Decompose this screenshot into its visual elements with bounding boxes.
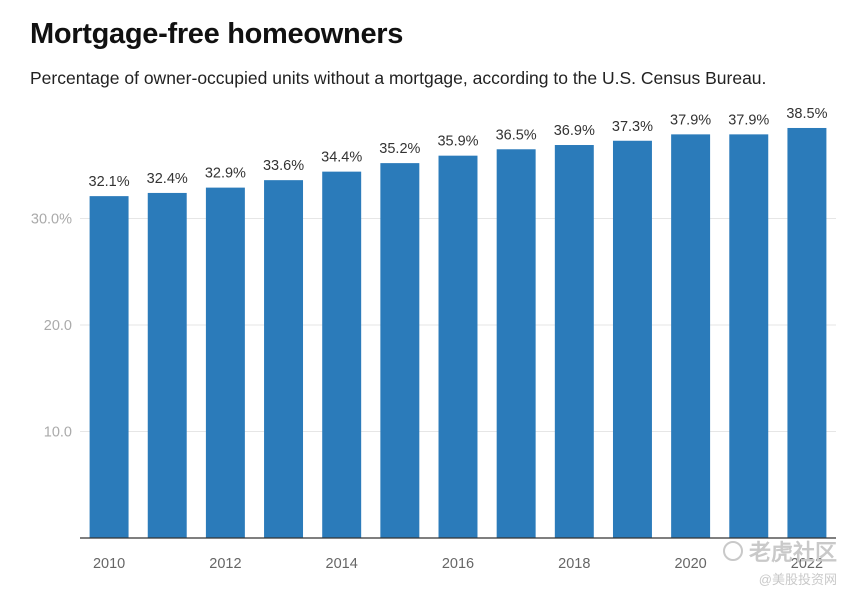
data-label-2022: 38.5% [786,106,827,122]
y-tick-label: 10.0 [44,425,72,441]
x-tick-label: 2020 [674,556,706,572]
bars [89,127,827,539]
watermark-sub-text: @美股投资网 [758,572,837,587]
bar-2011 [147,192,187,538]
x-tick-label: 2018 [558,556,590,572]
data-label-2012: 32.9% [205,166,246,182]
data-label-2018: 36.9% [554,123,595,139]
bar-2014 [322,171,362,538]
bar-2020 [671,134,711,539]
bar-2022 [787,127,827,538]
data-label-2011: 32.4% [147,171,188,187]
bar-2013 [264,180,304,538]
bar-2012 [205,187,245,539]
y-axis-ticks: 10.0 20.0 30.0% [31,212,72,441]
data-labels: 32.1% 32.4% 32.9% 33.6% 34.4% 35.2% 35.9% 36.5%… [89,106,828,190]
y-tick-label: 20.0 [44,318,72,334]
bar-2021 [729,134,769,539]
x-tick-label: 2010 [93,556,125,572]
x-tick-label: 2014 [326,556,358,572]
data-label-2016: 35.9% [437,134,478,150]
x-tick-label: 2022 [791,556,823,572]
bar-2018 [554,145,594,538]
bar-2019 [612,140,652,538]
data-label-2014: 34.4% [321,150,362,166]
data-label-2021: 37.9% [728,112,769,128]
data-label-2015: 35.2% [379,141,420,157]
bar-2015 [380,163,420,538]
bar-2016 [438,155,478,539]
x-tick-label: 2016 [442,556,474,572]
watermark-main-text: 老虎社区 [748,540,837,565]
bar-2010 [89,196,129,538]
chart-title: Mortgage-free homeowners [30,18,404,50]
tiger-logo-icon [722,541,743,561]
chart-subtitle: Percentage of owner-occupied units witho… [30,68,767,88]
bar-2017 [496,149,536,538]
data-label-2013: 33.6% [263,158,304,174]
data-label-2020: 37.9% [670,112,711,128]
data-label-2019: 37.3% [612,119,653,135]
y-tick-label: 30.0% [31,212,72,228]
watermark: 老虎社区 @美股投资网 [722,535,837,588]
x-axis-ticks: 2010 2012 2014 2016 2018 2020 2022 [93,556,823,572]
x-tick-label: 2012 [209,556,241,572]
data-label-2017: 36.5% [496,127,537,143]
data-label-2010: 32.1% [89,174,130,190]
